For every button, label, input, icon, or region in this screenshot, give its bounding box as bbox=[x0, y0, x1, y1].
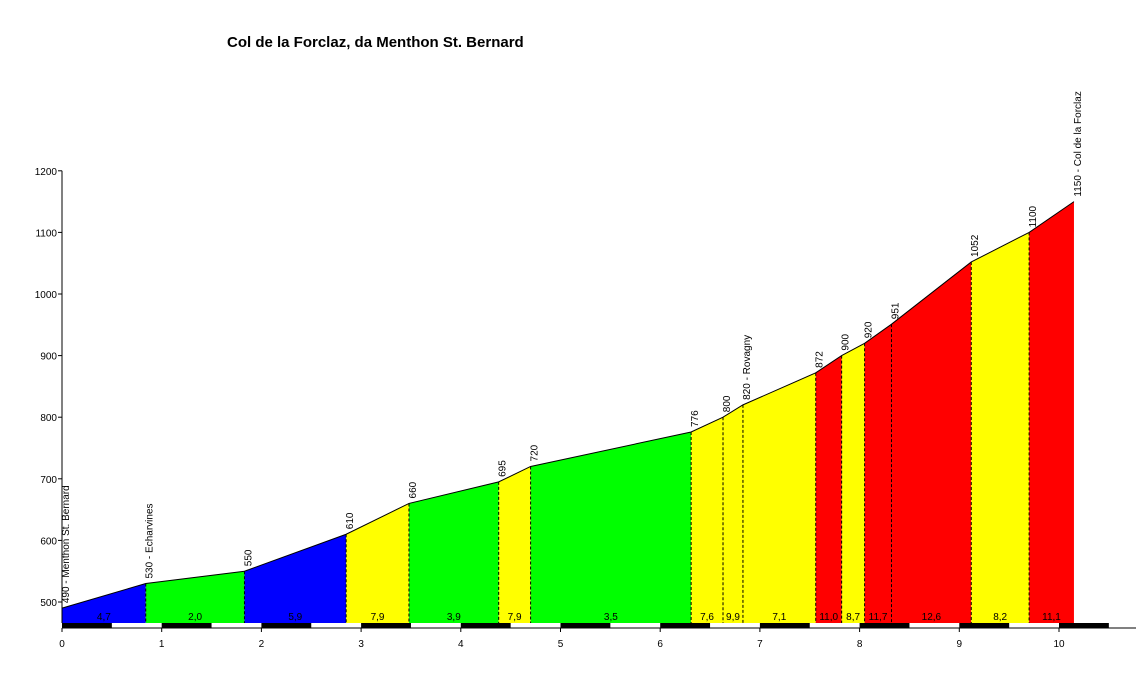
x-tick-label: 2 bbox=[259, 639, 265, 650]
segment-fill bbox=[891, 261, 972, 623]
segment-fill bbox=[498, 466, 531, 623]
elevation-label: 820 - Rovagny bbox=[742, 335, 753, 400]
elevation-label: 660 bbox=[408, 481, 419, 498]
x-tick-label: 4 bbox=[458, 639, 464, 650]
elevation-label: 1052 bbox=[970, 234, 981, 257]
x-tick-label: 3 bbox=[358, 639, 364, 650]
grade-label: 9,9 bbox=[726, 612, 740, 623]
x-tick-label: 0 bbox=[59, 639, 65, 650]
x-tick-label: 9 bbox=[957, 639, 963, 650]
x-axis-bar-segment bbox=[560, 623, 611, 628]
grade-label: 3,9 bbox=[447, 612, 461, 623]
grade-label: 7,1 bbox=[772, 612, 786, 623]
segment-fill bbox=[1029, 201, 1074, 623]
x-axis-bar-segment bbox=[62, 623, 112, 628]
y-axis: 500 600 700 800 900 1000 1100 1200 bbox=[35, 167, 63, 623]
grade-label: 11,7 bbox=[869, 612, 888, 623]
grade-label: 7,9 bbox=[371, 612, 385, 623]
elevation-label: 900 bbox=[841, 333, 852, 350]
y-tick-label: 500 bbox=[40, 598, 57, 609]
segment-fill bbox=[408, 481, 499, 623]
segment-fill bbox=[723, 404, 743, 623]
grade-label: 8,7 bbox=[846, 612, 860, 623]
segment-fill bbox=[530, 431, 692, 623]
elevation-label: 776 bbox=[690, 410, 701, 427]
x-axis-bar-segment bbox=[460, 623, 511, 628]
segment-fill bbox=[62, 583, 146, 623]
x-axis-bar-segment bbox=[759, 623, 810, 628]
x-tick-label: 7 bbox=[757, 639, 763, 650]
elevation-label: 530 - Echarvines bbox=[145, 503, 156, 578]
grade-label: 11,1 bbox=[1042, 612, 1061, 623]
x-tick-label: 1 bbox=[159, 639, 165, 650]
y-tick-label: 1000 bbox=[35, 290, 58, 301]
elevation-label: 951 bbox=[891, 302, 902, 319]
segment-fill bbox=[346, 503, 409, 623]
grade-label: 12,6 bbox=[922, 612, 942, 623]
segment-fill bbox=[841, 343, 865, 623]
y-tick-label: 900 bbox=[40, 352, 57, 363]
grade-label: 11,0 bbox=[819, 612, 838, 623]
elevation-label: 550 bbox=[243, 549, 254, 566]
elevation-label: 872 bbox=[815, 351, 826, 368]
x-axis-bar-segment bbox=[959, 623, 1010, 628]
x-axis: 0 1 2 3 4 5 6 7 8 9 10 bbox=[59, 623, 1136, 650]
x-axis-bar-segment bbox=[361, 623, 411, 628]
segment-dividers bbox=[145, 232, 1030, 623]
elevation-label: 800 bbox=[722, 395, 733, 412]
x-tick-label: 10 bbox=[1053, 639, 1065, 650]
elevation-label: 720 bbox=[530, 444, 541, 461]
segment-fill bbox=[145, 571, 245, 623]
segment-fill bbox=[971, 232, 1030, 623]
segment-fill bbox=[815, 355, 842, 623]
elevation-label: 695 bbox=[498, 460, 509, 477]
y-tick-label: 700 bbox=[40, 475, 57, 486]
grade-label: 2,0 bbox=[188, 612, 202, 623]
segment-fill bbox=[244, 534, 347, 623]
x-axis-bar-segment bbox=[261, 623, 312, 628]
elevation-label: 1100 bbox=[1028, 205, 1039, 227]
profile-line bbox=[61, 201, 1075, 609]
grade-label: 3,5 bbox=[604, 612, 618, 623]
x-axis-bar-segment bbox=[1059, 623, 1109, 628]
profile-outline bbox=[61, 201, 1075, 609]
grade-label: 8,2 bbox=[993, 612, 1007, 623]
segment-fill bbox=[691, 417, 724, 623]
grade-labels: 4,7 2,0 5,9 7,9 3,9 7,9 3,5 7,6 9,9 7,1 11,0 8,7 11,… bbox=[97, 612, 1061, 623]
y-tick-label: 1200 bbox=[35, 167, 58, 178]
x-tick-label: 5 bbox=[558, 639, 564, 650]
x-axis-bar-segment bbox=[660, 623, 711, 628]
x-axis-bar-segment bbox=[161, 623, 212, 628]
x-tick-label: 8 bbox=[857, 639, 863, 650]
y-tick-label: 1100 bbox=[35, 228, 57, 239]
y-tick-label: 600 bbox=[40, 536, 57, 547]
elevation-labels: 490 - Menthon St. Bernard 530 - Echarvine… bbox=[61, 91, 1084, 603]
segment-fills bbox=[62, 201, 1074, 623]
segment-fill bbox=[742, 372, 816, 623]
grade-label: 7,9 bbox=[508, 612, 522, 623]
elevation-label: 920 bbox=[864, 321, 875, 338]
elevation-label: 1150 - Col de la Forclaz bbox=[1073, 91, 1084, 196]
chart-title: Col de la Forclaz, da Menthon St. Bernar… bbox=[227, 34, 524, 51]
x-tick-label: 6 bbox=[657, 639, 663, 650]
elevation-label: 610 bbox=[345, 512, 356, 529]
elevation-label: 490 - Menthon St. Bernard bbox=[61, 485, 72, 603]
x-axis-bar-segment bbox=[859, 623, 910, 628]
y-tick-label: 800 bbox=[40, 413, 57, 424]
grade-label: 4,7 bbox=[97, 612, 111, 623]
grade-label: 7,6 bbox=[700, 612, 714, 623]
segment-fill bbox=[864, 324, 892, 623]
grade-label: 5,9 bbox=[288, 612, 302, 623]
